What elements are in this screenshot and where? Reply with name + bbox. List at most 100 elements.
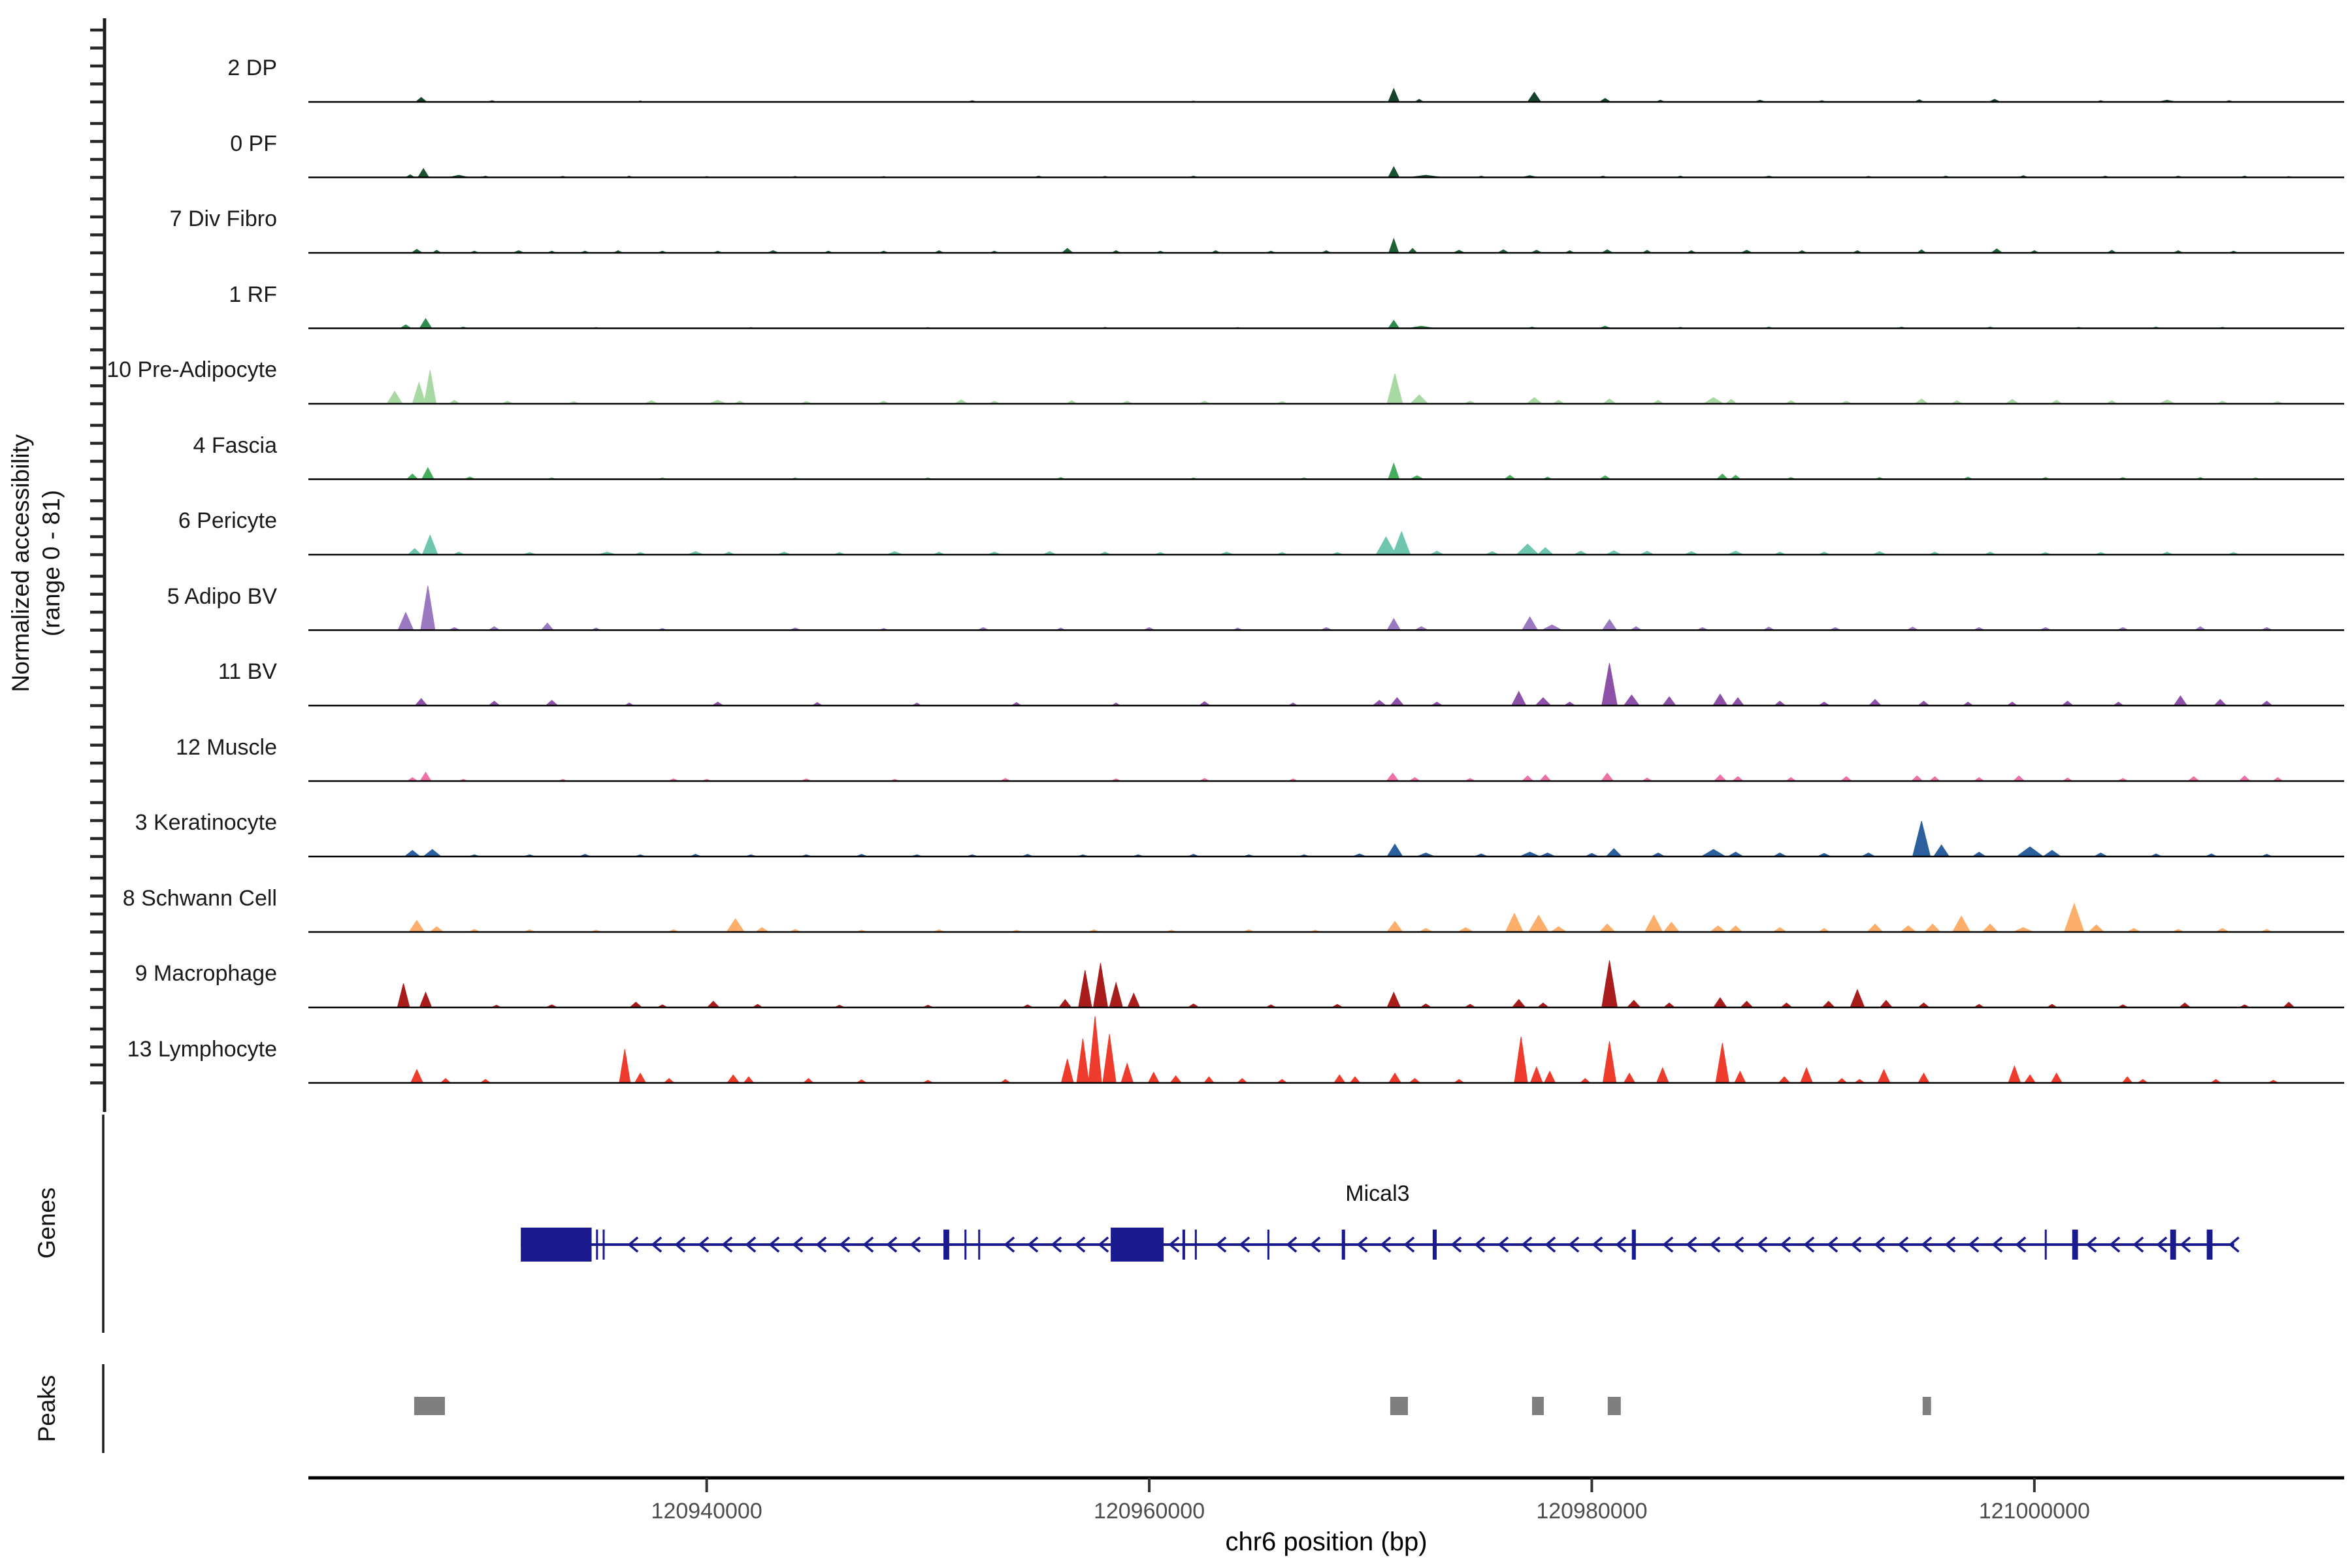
gene-exon [1194,1230,1197,1260]
peak-interval [1531,1397,1544,1415]
gene-exon [2044,1230,2047,1260]
gene-exon [2170,1230,2176,1260]
gene-strand-arrow-left [1309,1236,1321,1253]
gene-exon [2072,1230,2078,1260]
gene-strand-arrow-left [2015,1236,2027,1253]
signal-area-div-fibro-7 [308,237,2344,253]
gene-exon [521,1228,592,1262]
gene-strand-arrow-left [1662,1236,1674,1253]
gene-strand-arrow-left [886,1236,898,1253]
gene-strand-arrow-left [2085,1236,2097,1253]
gene-strand-arrow-left [2132,1236,2144,1253]
gene-name-label: Mical3 [1345,1181,1410,1206]
track-label-dp-2: 2 DP [227,56,277,80]
track-label-muscle-12: 12 Muscle [176,734,277,760]
gene-strand-arrow-left [1004,1236,1015,1253]
gene-strand-arrow-left [2228,1236,2240,1253]
gene-strand-arrow-left [745,1236,757,1253]
signal-area-fascia-4 [308,462,2344,480]
signal-area-macrophage-9 [308,960,2344,1008]
track-label-bv-11: 11 BV [218,659,277,684]
gene-exon [1341,1230,1345,1260]
signal-area-schwann-cell-8 [308,902,2344,932]
gene-exon [978,1230,981,1260]
gene-strand-arrow-left [721,1236,733,1253]
gene-strand-arrow-left [1239,1236,1250,1253]
peak-interval [1390,1397,1408,1415]
gene-strand-arrow-left [651,1236,662,1253]
gene-strand-arrow-left [1944,1236,1956,1253]
track-label-macrophage-9: 9 Macrophage [135,961,277,986]
gene-strand-arrow-left [862,1236,874,1253]
gene-strand-arrow-left [1168,1236,1180,1253]
gene-strand-arrow-left [1074,1236,1086,1253]
track-label-keratinocyte-3: 3 Keratinocyte [135,810,277,835]
gene-strand-arrow-left [1991,1236,2003,1253]
track-label-pf-0: 0 PF [230,131,277,156]
gene-strand-arrow-left [698,1236,710,1253]
track-label-lymphocyte-13: 13 Lymphocyte [127,1036,277,1062]
signal-area-keratinocyte-3 [308,821,2344,857]
gene-strand-arrow-left [1921,1236,1933,1253]
gene-strand-arrow-left [2109,1236,2121,1253]
gene-strand-arrow-left [1286,1236,1298,1253]
gene-strand-arrow-left [1592,1236,1603,1253]
gene-strand-arrow-left [1497,1236,1509,1253]
gene-strand-arrow-left [839,1236,851,1253]
x-tick-label: 121000000 [1978,1499,2090,1524]
gene-exon [1432,1230,1437,1260]
signal-area-lymphocyte-13 [308,1016,2344,1083]
gene-exon [2206,1230,2213,1260]
gene-strand-arrow-left [1733,1236,1744,1253]
signal-area-pericyte-6 [308,531,2344,555]
peak-interval [414,1397,445,1415]
x-tick-label: 120940000 [651,1499,762,1524]
signal-area-pre-adipocyte-10 [308,370,2344,404]
track-label-div-fibro-7: 7 Div Fibro [169,206,277,231]
gene-strand-arrow-left [1380,1236,1392,1253]
gene-exon [943,1230,949,1260]
gene-strand-arrow-left [1897,1236,1909,1253]
gene-strand-arrow-left [1968,1236,1980,1253]
gene-strand-arrow-left [1051,1236,1062,1253]
gene-strand-arrow-left [2156,1236,2168,1253]
gene-strand-arrow-left [1850,1236,1862,1253]
track-label-schwann-cell-8: 8 Schwann Cell [122,885,277,911]
track-label-pericyte-6: 6 Pericyte [178,508,277,533]
x-tick-label: 120960000 [1093,1499,1205,1524]
gene-strand-arrow-left [1568,1236,1580,1253]
gene-strand-arrow-left [909,1236,921,1253]
gene-strand-arrow-left [768,1236,780,1253]
gene-strand-arrow-left [2180,1236,2191,1253]
gene-strand-arrow-left [1544,1236,1556,1253]
track-label-fascia-4: 4 Fascia [193,433,278,458]
gene-strand-arrow-left [1474,1236,1486,1253]
gene-exon [1267,1230,1269,1260]
gene-strand-arrow-left [1403,1236,1415,1253]
gene-strand-arrow-left [815,1236,827,1253]
gene-strand-arrow-left [1803,1236,1815,1253]
signal-area-rf-1 [308,318,2344,329]
gene-strand-arrow-left [1215,1236,1227,1253]
signal-area-bv-11 [308,662,2344,706]
gene-strand-arrow-left [1450,1236,1462,1253]
gene-strand-arrow-left [1756,1236,1768,1253]
gene-strand-arrow-left [627,1236,639,1253]
signal-area-dp-2 [308,88,2344,103]
gene-strand-arrow-left [1827,1236,1838,1253]
peak-interval [1607,1397,1621,1415]
track-label-pre-adipocyte-10: 10 Pre-Adipocyte [106,357,277,382]
gene-strand-arrow-left [1521,1236,1533,1253]
signal-area-adipo-bv-5 [308,585,2344,630]
track-label-adipo-bv-5: 5 Adipo BV [167,583,277,609]
gene-strand-arrow-left [1780,1236,1791,1253]
gene-strand-arrow-left [1098,1236,1109,1253]
x-tick-label: 120980000 [1536,1499,1648,1524]
gene-strand-arrow-left [1615,1236,1627,1253]
gene-strand-arrow-left [1356,1236,1368,1253]
gene-exon [1111,1228,1164,1262]
x-axis-title: chr6 position (bp) [1225,1527,1428,1556]
peak-interval [1922,1397,1931,1415]
